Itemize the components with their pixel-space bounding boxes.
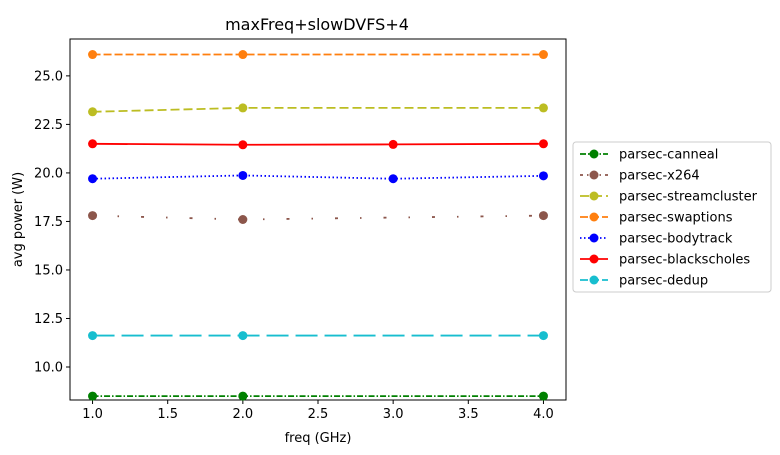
chart-title: maxFreq+slowDVFS+4: [225, 15, 409, 34]
legend-item: parsec-x264: [580, 169, 700, 184]
legend-item: parsec-swaptions: [580, 211, 733, 226]
y-axis: 10.0 12.5 15.0 17.5 20.0 22.5 25.0: [34, 69, 70, 376]
data-point: [88, 391, 98, 401]
legend-marker: [589, 212, 599, 222]
series-parsec-swaptions: [88, 50, 548, 60]
series-line: [92, 214, 544, 221]
series-parsec-streamcluster: [88, 103, 548, 117]
legend-item: parsec-canneal: [580, 148, 718, 163]
x-tick-label: 1.5: [157, 407, 178, 422]
y-tick-label: 12.5: [34, 312, 63, 327]
series-parsec-blackscholes: [88, 139, 548, 150]
series-parsec-x264: [88, 211, 548, 224]
legend-marker: [589, 233, 599, 243]
y-tick-label: 17.5: [34, 215, 63, 230]
legend-box: [572, 141, 772, 293]
series-parsec-dedup: [88, 331, 548, 341]
data-point: [538, 211, 548, 221]
x-tick-label: 1.0: [82, 407, 103, 422]
legend-item: parsec-blackscholes: [580, 253, 750, 268]
x-axis: 1.0 1.5 2.0 2.5 3.0 3.5 4.0: [82, 400, 554, 422]
legend-item: parsec-dedup: [580, 274, 708, 289]
plot-frame: [69, 38, 567, 401]
legend-marker: [589, 254, 599, 264]
legend-item: parsec-bodytrack: [580, 232, 733, 247]
y-tick-label: 20.0: [34, 166, 63, 181]
data-point: [388, 139, 398, 149]
x-tick-label: 2.0: [233, 407, 254, 422]
y-tick-label: 25.0: [34, 69, 63, 84]
y-tick-label: 15.0: [34, 263, 63, 278]
legend-marker: [589, 275, 599, 285]
data-point: [238, 140, 248, 150]
data-point: [238, 170, 248, 180]
legend: parsec-canneal parsec-x264 parsec-streamcl…: [572, 141, 772, 293]
data-point: [238, 103, 248, 113]
y-tick-label: 10.0: [34, 361, 63, 376]
y-axis-label: avg power (W): [11, 172, 26, 267]
data-point: [538, 139, 548, 149]
data-point: [538, 171, 548, 181]
x-axis-label: freq (GHz): [285, 431, 352, 446]
legend-label: parsec-streamcluster: [619, 190, 758, 205]
data-point: [238, 50, 248, 60]
x-tick-label: 3.5: [458, 407, 479, 422]
series-line: [92, 174, 544, 180]
legend-label: parsec-dedup: [619, 274, 708, 289]
legend-label: parsec-swaptions: [619, 211, 733, 226]
legend-marker: [589, 149, 599, 159]
data-point: [538, 50, 548, 60]
series-line: [92, 107, 544, 113]
y-tick-label: 22.5: [34, 118, 63, 133]
legend-label: parsec-x264: [619, 169, 700, 184]
data-point: [88, 174, 98, 184]
data-point: [88, 211, 98, 221]
x-tick-label: 3.0: [383, 407, 404, 422]
legend-label: parsec-bodytrack: [619, 232, 733, 247]
data-point: [238, 391, 248, 401]
legend-marker: [589, 191, 599, 201]
legend-item: parsec-streamcluster: [580, 190, 758, 205]
data-point: [388, 174, 398, 184]
series-parsec-bodytrack: [88, 170, 548, 184]
data-point: [88, 107, 98, 117]
data-point: [538, 391, 548, 401]
x-tick-label: 4.0: [533, 407, 554, 422]
series-line: [92, 142, 544, 146]
data-point: [88, 331, 98, 341]
x-tick-label: 2.5: [308, 407, 329, 422]
data-point: [538, 331, 548, 341]
data-point: [538, 103, 548, 113]
series-group: [88, 50, 548, 401]
data-point: [88, 50, 98, 60]
legend-marker: [589, 170, 599, 180]
legend-label: parsec-blackscholes: [619, 253, 750, 268]
legend-label: parsec-canneal: [619, 148, 718, 163]
plot-area: [69, 38, 567, 401]
data-point: [238, 215, 248, 224]
series-parsec-canneal: [88, 391, 548, 401]
data-point: [238, 331, 248, 341]
data-point: [88, 139, 98, 149]
